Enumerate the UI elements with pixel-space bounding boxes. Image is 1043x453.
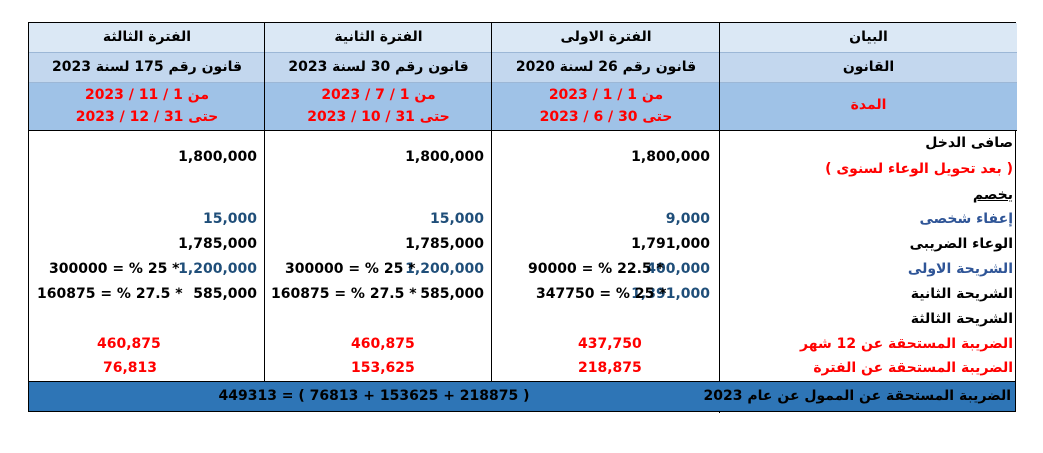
law-label: القانون — [842, 59, 895, 75]
bracket1-calc-p1: 90000 = % 22.5 * — [528, 261, 664, 277]
duration-p3-to: حتى 31 / 12 / 2023 — [75, 109, 219, 125]
total-row: الضريبة المستحقة عن الممول عن عام 2023 4… — [29, 381, 1015, 411]
tax-12-months-p1: 437,750 — [578, 336, 642, 352]
law-p1-cell: قانون رقم 26 لسنة 2020 — [492, 53, 720, 83]
header-period3: الفترة الثالثة — [102, 29, 192, 45]
exemption-p1: 9,000 — [665, 211, 710, 227]
bracket2-calc-p3: 160875 = % 27.5 * — [37, 286, 183, 302]
exemption-p2: 15,000 — [429, 211, 484, 227]
bracket1-p3: 1,200,000 — [178, 261, 257, 277]
duration-p3-cell: من 1 / 11 / 2023 حتى 31 / 12 / 2023 — [29, 83, 265, 131]
tax-period-p1: 218,875 — [578, 360, 642, 376]
bracket1-p1: 400,000 — [646, 261, 710, 277]
bracket2-p2: 585,000 — [420, 286, 484, 302]
law-p2: قانون رقم 30 لسنة 2023 — [288, 59, 469, 75]
duration-label-cell: المدة — [720, 83, 1017, 131]
bracket2-p3: 585,000 — [193, 286, 257, 302]
bracket2-p1: 1,391,000 — [631, 286, 710, 302]
header-period1: الفترة الاولى — [560, 29, 652, 45]
column-period3: الفترة الثالثة قانون رقم 175 لسنة 2023 م… — [29, 23, 265, 381]
column-statement: البيان القانون المدة صافى الدخل ( بعد تح… — [720, 23, 1017, 381]
bracket3-label: الشريحة الثالثة — [910, 311, 1013, 327]
bracket1-calc-p3: 300000 = % 25 * — [49, 261, 180, 277]
tax-base-label: الوعاء الضريبى — [909, 236, 1013, 252]
net-income-p1: 1,800,000 — [631, 149, 710, 165]
tax-12-months-label: الضريبة المستحقة عن 12 شهر — [800, 336, 1013, 352]
law-p2-cell: قانون رقم 30 لسنة 2023 — [265, 53, 492, 83]
exemption-label: إعفاء شخصى — [919, 211, 1013, 227]
law-p1: قانون رقم 26 لسنة 2020 — [515, 59, 697, 75]
duration-p2-to: حتى 31 / 10 / 2023 — [307, 109, 450, 125]
duration-p1-cell: من 1 / 1 / 2023 حتى 30 / 6 / 2023 — [492, 83, 720, 131]
bracket1-label: الشريحة الاولى — [907, 261, 1013, 277]
net-income-note: ( بعد تحويل الوعاء لسنوى ) — [825, 161, 1013, 177]
tax-base-p2: 1,785,000 — [405, 236, 484, 252]
tax-table: البيان القانون المدة صافى الدخل ( بعد تح… — [28, 22, 1017, 413]
divider — [719, 23, 720, 413]
exemption-p3: 15,000 — [202, 211, 257, 227]
net-income-p3: 1,800,000 — [178, 149, 257, 165]
header-period3-cell: الفترة الثالثة — [29, 23, 265, 53]
duration-p1-from: من 1 / 1 / 2023 — [548, 87, 664, 103]
law-p3-cell: قانون رقم 175 لسنة 2023 — [29, 53, 265, 83]
duration-p3-from: من 1 / 11 / 2023 — [84, 87, 210, 103]
tax-base-p3: 1,785,000 — [178, 236, 257, 252]
tax-period-p2: 153,625 — [351, 360, 415, 376]
duration-p1-to: حتى 30 / 6 / 2023 — [539, 109, 673, 125]
duration-p2-cell: من 1 / 7 / 2023 حتى 31 / 10 / 2023 — [265, 83, 492, 131]
header-statement-cell: البيان — [720, 23, 1017, 53]
duration-p2-from: من 1 / 7 / 2023 — [321, 87, 436, 103]
divider — [264, 23, 265, 383]
bracket2-calc-p2: 160875 = % 27.5 * — [271, 286, 417, 302]
tax-base-p1: 1,791,000 — [631, 236, 710, 252]
bracket1-p2: 1,200,000 — [405, 261, 484, 277]
divider — [491, 23, 492, 383]
header-period2-cell: الفترة الثانية — [265, 23, 492, 53]
total-label: الضريبة المستحقة عن الممول عن عام 2023 — [703, 388, 1011, 404]
column-period1: الفترة الاولى قانون رقم 26 لسنة 2020 من … — [492, 23, 720, 381]
law-p3: قانون رقم 175 لسنة 2023 — [51, 59, 243, 75]
net-income-label: صافى الدخل — [925, 135, 1013, 151]
deduct-label: يخصم — [972, 187, 1013, 203]
column-period2: الفترة الثانية قانون رقم 30 لسنة 2023 من… — [265, 23, 492, 381]
bracket2-calc-p1: 347750 = % 25 * — [536, 286, 667, 302]
law-label-cell: القانون — [720, 53, 1017, 83]
header-period1-cell: الفترة الاولى — [492, 23, 720, 53]
header-period2: الفترة الثانية — [334, 29, 423, 45]
tax-period-p3: 76,813 — [103, 360, 158, 376]
total-value: 449313 = ( 76813 + 153625 + 218875 ) — [218, 388, 530, 404]
tax-12-months-p3: 460,875 — [97, 336, 161, 352]
tax-period-label: الضريبة المستحقة عن الفترة — [813, 360, 1013, 376]
bracket2-label: الشريحة الثانية — [910, 286, 1013, 302]
net-income-p2: 1,800,000 — [405, 149, 484, 165]
bracket1-calc-p2: 300000 = % 25 * — [285, 261, 416, 277]
header-statement: البيان — [849, 29, 888, 45]
duration-label: المدة — [850, 97, 887, 113]
tax-12-months-p2: 460,875 — [351, 336, 415, 352]
